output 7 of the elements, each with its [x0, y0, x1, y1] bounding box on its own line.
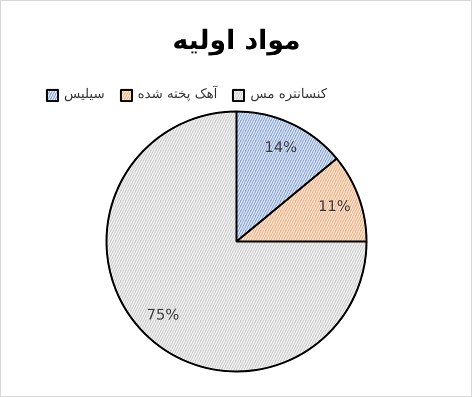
chart-title: مواد اولیه	[172, 25, 301, 56]
legend-label: کنسانتره مس	[250, 87, 328, 102]
legend-label: آهک پخته شده	[138, 87, 218, 102]
data-label: 11%	[318, 198, 351, 215]
data-label: 14%	[264, 138, 298, 156]
legend-label: سیلیس	[64, 87, 105, 102]
data-label: 75%	[146, 306, 180, 324]
